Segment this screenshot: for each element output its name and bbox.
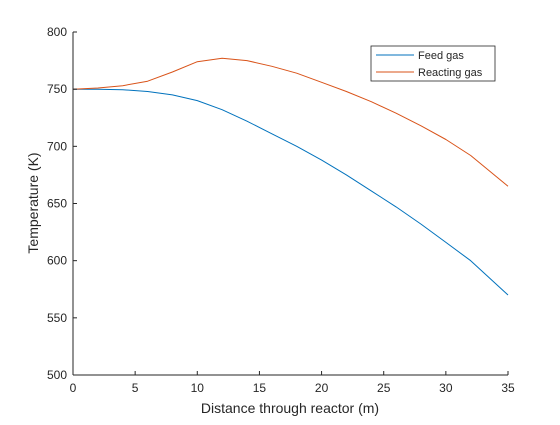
y-tick-label: 600 bbox=[47, 254, 67, 268]
x-ticks: 0 5 10 15 20 25 30 35 bbox=[70, 371, 515, 395]
x-tick-label: 0 bbox=[70, 381, 77, 395]
legend-box bbox=[370, 45, 496, 82]
x-tick-label: 35 bbox=[501, 381, 515, 395]
y-tick-label: 500 bbox=[47, 368, 67, 382]
legend-label-reacting-gas: Reacting gas bbox=[418, 67, 483, 79]
y-tick-label: 650 bbox=[47, 197, 67, 211]
y-tick-label: 550 bbox=[47, 311, 67, 325]
x-tick-label: 10 bbox=[191, 381, 205, 395]
x-tick-label: 25 bbox=[377, 381, 391, 395]
legend: Feed gas Reacting gas bbox=[370, 45, 496, 82]
series-layer bbox=[72, 57, 509, 296]
x-axis-label: Distance through reactor (m) bbox=[201, 400, 379, 416]
x-tick-label: 20 bbox=[315, 381, 329, 395]
x-tick-label: 15 bbox=[253, 381, 267, 395]
y-ticks: 500 550 600 650 700 750 800 bbox=[47, 25, 77, 382]
series-line-reacting-gas bbox=[72, 57, 509, 187]
axes-background bbox=[73, 32, 508, 375]
y-axis-label: Temperature (K) bbox=[25, 152, 41, 253]
y-tick-label: 800 bbox=[47, 25, 67, 39]
legend-label-feed-gas: Feed gas bbox=[418, 50, 464, 62]
y-tick-label: 750 bbox=[47, 82, 67, 96]
x-tick-label: 30 bbox=[439, 381, 453, 395]
x-tick-label: 5 bbox=[132, 381, 139, 395]
series-line-feed-gas bbox=[73, 88, 509, 296]
y-tick-label: 700 bbox=[47, 139, 67, 153]
